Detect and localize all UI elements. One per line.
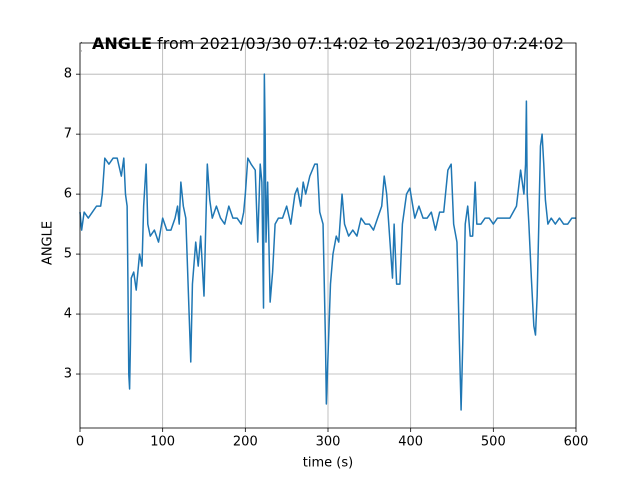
y-tick-label: 7 — [64, 127, 72, 142]
title-backdrop — [82, 34, 146, 54]
x-tick-label: 300 — [316, 435, 341, 450]
x-tick-label: 500 — [481, 435, 506, 450]
y-tick-label: 5 — [64, 247, 72, 262]
y-tick-label: 3 — [64, 367, 72, 382]
plot-frame — [79, 42, 577, 429]
x-tick-label: 400 — [398, 435, 423, 450]
x-tick-label: 100 — [150, 435, 175, 450]
y-tick-label: 6 — [64, 187, 72, 202]
y-tick-label: 8 — [64, 67, 72, 82]
y-axis-label: ANGLE — [41, 221, 56, 265]
y-tick-label: 4 — [64, 307, 72, 322]
x-tick-label: 0 — [76, 435, 84, 450]
x-tick-label: 600 — [564, 435, 589, 450]
x-tick-label: 200 — [233, 435, 258, 450]
x-axis-label: time (s) — [303, 456, 353, 471]
data-line — [79, 73, 576, 411]
